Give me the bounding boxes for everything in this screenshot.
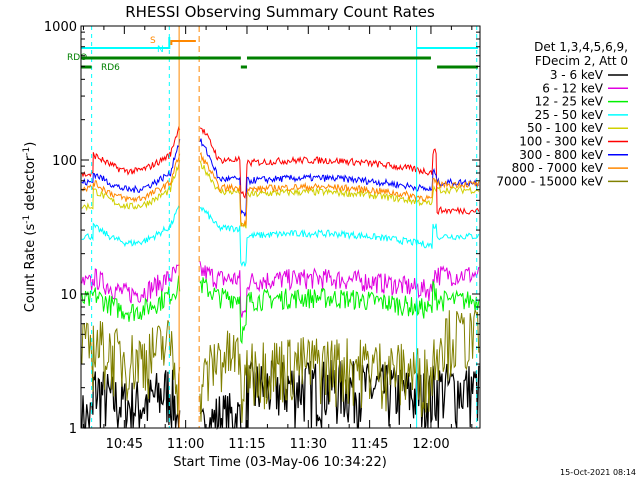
legend-label: 3 - 6 keV [550,68,604,82]
legend-label: 800 - 7000 keV [512,161,604,175]
series-line-3 [81,275,480,345]
flag-label: N [157,45,164,55]
flag-bar-s [170,40,196,45]
series-line-4 [81,205,480,267]
legend-label: 300 - 800 keV [519,148,603,162]
legend-label: 12 - 25 keV [535,95,604,109]
chart-title: RHESSI Observing Summary Count Rates [125,3,435,21]
legend-header-line-1: Det 1,3,4,5,6,9, [534,40,628,54]
y-tick-label: 10 [60,288,77,303]
series-line-6 [81,125,480,215]
x-tick-label: 11:45 [351,437,388,452]
legend-header-line-2: FDecim 2, Att 0 [535,54,628,68]
series-line-8 [81,151,480,227]
y-axis-label-sup2: -1 [22,147,32,156]
series-line-2 [81,261,480,318]
x-tick-label: 10:45 [106,437,143,452]
legend-label: 50 - 100 keV [527,121,604,135]
series-line-9 [81,309,480,423]
flag-label: RD6 [101,63,120,73]
y-tick-label: 1000 [44,20,77,35]
y-axis-label-sup: -1 [22,215,32,224]
x-axis-label: Start Time (03-May-06 10:34:22) [173,455,387,470]
plot-frame [80,25,481,429]
timestamp: 15-Oct-2021 08:14 [560,468,636,477]
y-axis-ticks: 1 10 100 1000 [44,20,480,437]
flag-bar-n [81,37,171,49]
legend-label: 25 - 50 keV [535,108,604,122]
y-axis-label-close: ) [23,142,38,147]
y-tick-label: 100 [52,154,77,169]
y-tick-label: 1 [69,422,77,437]
x-tick-label: 12:00 [412,437,449,452]
series-line-7 [81,138,480,217]
x-tick-label: 11:00 [167,437,204,452]
flag-label: RDO [67,53,87,63]
legend-label: 7000 - 15000 keV [496,174,603,188]
legend: Det 1,3,4,5,6,9, FDecim 2, Att 0 3 - 6 k… [496,40,628,188]
legend-label: 6 - 12 keV [542,81,604,95]
y-axis-label-main: Count Rate (s [23,224,38,313]
y-axis-label: Count Rate (s-1 detector-1) [22,142,38,313]
plot-area: RDO RD6 SN [67,26,480,431]
x-tick-label: 11:15 [228,437,265,452]
series-line-5 [81,159,480,229]
x-tick-label: 11:30 [290,437,327,452]
flag-label: S [150,36,156,46]
x-axis-ticks: 10:45 11:00 11:15 11:30 11:45 12:00 [82,26,473,452]
legend-label: 100 - 300 keV [519,135,603,149]
y-axis-label-tail: detector [23,155,38,215]
